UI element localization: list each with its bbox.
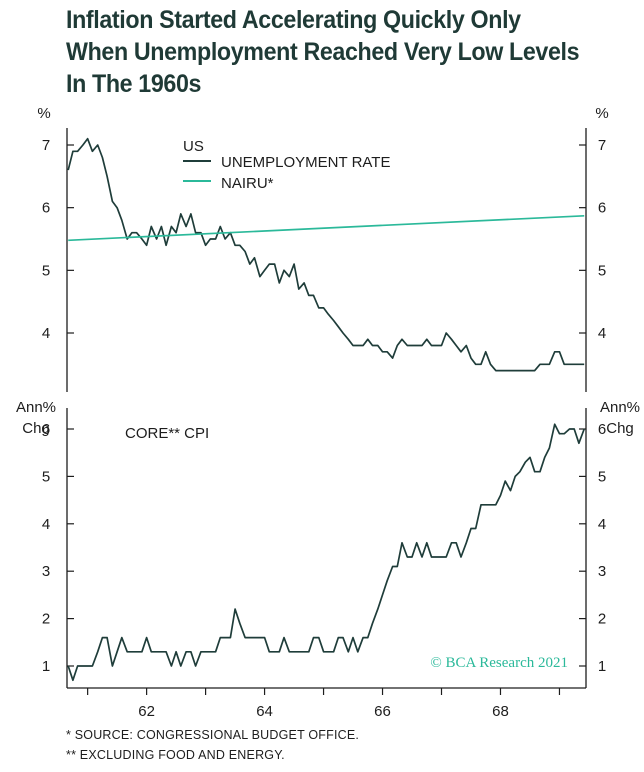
x-tick-label-66: 66 bbox=[374, 703, 391, 720]
bottom-left-tick-label-5: 5 bbox=[42, 468, 50, 485]
top-right-tick-label-5: 5 bbox=[598, 262, 606, 279]
bottom-left-unit-label-line1: Ann% bbox=[16, 399, 56, 416]
bottom-left-tick-label-2: 2 bbox=[42, 611, 50, 628]
core-cpi-label: CORE** CPI bbox=[125, 425, 209, 442]
bottom-left-tick-label-3: 3 bbox=[42, 563, 50, 580]
axis-ticks bbox=[67, 144, 586, 695]
top-left-tick-label-5: 5 bbox=[42, 262, 50, 279]
top-left-tick-label-7: 7 bbox=[42, 137, 50, 154]
chart-frame bbox=[66, 128, 587, 689]
series-lines bbox=[67, 137, 585, 682]
top-left-tick-label-6: 6 bbox=[42, 200, 50, 217]
core-cpi-line bbox=[67, 423, 585, 682]
top-right-tick-label-6: 6 bbox=[598, 200, 606, 217]
nairu-line bbox=[68, 214, 585, 242]
bottom-left-tick-label-1: 1 bbox=[42, 658, 50, 675]
bottom-right-unit-label-line2: Chg bbox=[606, 420, 634, 437]
x-tick-label-62: 62 bbox=[138, 703, 155, 720]
legend-label-nairu: NAIRU* bbox=[221, 175, 274, 192]
legend-label-unemployment: UNEMPLOYMENT RATE bbox=[221, 154, 390, 171]
footnote-source: * SOURCE: CONGRESSIONAL BUDGET OFFICE. bbox=[66, 728, 360, 742]
title-line-1: Inflation Started Accelerating Quickly O… bbox=[66, 6, 521, 34]
top-right-tick-label-4: 4 bbox=[598, 325, 606, 342]
bottom-right-tick-label-2: 2 bbox=[598, 611, 606, 628]
title-line-2: When Unemployment Reached Very Low Level… bbox=[66, 38, 580, 66]
bottom-right-tick-label-4: 4 bbox=[598, 516, 606, 533]
bottom-left-tick-label-4: 4 bbox=[42, 516, 50, 533]
bottom-right-unit-label-line1: Ann% bbox=[600, 399, 640, 416]
bottom-right-tick-label-5: 5 bbox=[598, 468, 606, 485]
top-right-tick-label-7: 7 bbox=[598, 137, 606, 154]
unemployment-rate-line bbox=[67, 137, 585, 372]
axis-labels: 4 45 56 67 71 12 23 34 45 56 662 64 66 68% %Ann%ChgAnn… bbox=[16, 105, 640, 720]
bottom-left-tick-label-6: 6 bbox=[42, 421, 50, 438]
chart-title: Inflation Started Accelerating Quickly O… bbox=[66, 4, 598, 100]
legend: US UNEMPLOYMENT RATE NAIRU* CORE** CPI bbox=[125, 138, 390, 442]
title-line-3: In The 1960s bbox=[66, 70, 202, 98]
footnote-core: ** EXCLUDING FOOD AND ENERGY. bbox=[66, 748, 285, 762]
bottom-right-tick-label-6: 6 bbox=[598, 421, 606, 438]
copyright-text: © BCA Research 2021 bbox=[430, 655, 568, 671]
region-label: US bbox=[183, 138, 204, 155]
bottom-left-unit-label-line2: Chg bbox=[22, 420, 50, 437]
top-left-tick-label-4: 4 bbox=[42, 325, 50, 342]
bottom-right-tick-label-3: 3 bbox=[598, 563, 606, 580]
x-tick-label-68: 68 bbox=[492, 703, 509, 720]
bottom-right-tick-label-1: 1 bbox=[598, 658, 606, 675]
top-left-unit-label: % bbox=[37, 105, 50, 122]
top-right-unit-label: % bbox=[595, 105, 608, 122]
x-tick-label-64: 64 bbox=[256, 703, 273, 720]
